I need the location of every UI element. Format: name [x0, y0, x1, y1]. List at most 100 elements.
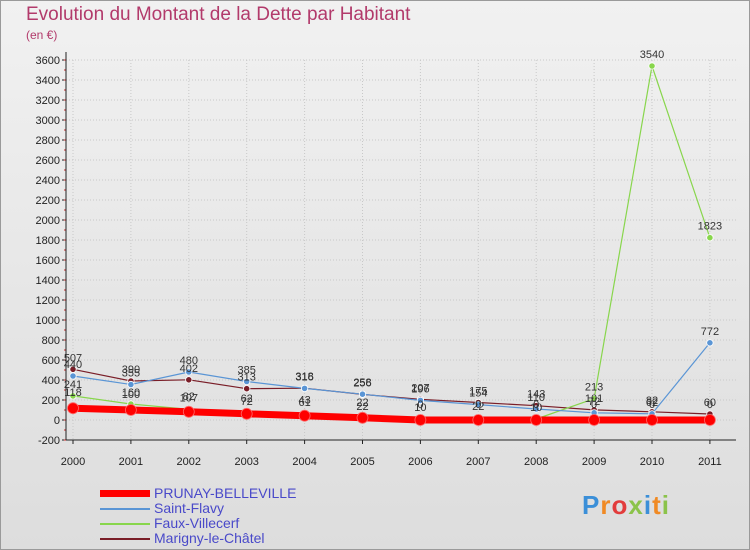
y-tick-label: 3200: [36, 95, 60, 107]
logo-letter: i: [643, 490, 653, 520]
y-tick-label: 0: [54, 415, 60, 427]
data-label: 61: [298, 397, 310, 409]
data-label: 355: [122, 368, 140, 380]
data-point: [69, 372, 77, 380]
y-tick-label: 3400: [36, 75, 60, 87]
data-point: [67, 402, 79, 415]
data-label: 313: [238, 372, 256, 384]
y-tick-label: 2400: [36, 175, 60, 187]
x-tick-label: 2009: [582, 456, 606, 468]
unit-label: (en €): [26, 28, 58, 42]
data-label: 110: [527, 392, 545, 404]
data-label: 143: [527, 389, 545, 401]
y-tick-label: 1000: [36, 315, 60, 327]
legend-label: Saint-Flavy: [154, 500, 225, 516]
data-point: [185, 376, 193, 384]
data-point: [240, 407, 253, 420]
data-label: 0: [707, 399, 713, 411]
data-point: [356, 411, 369, 424]
data-label: 82: [183, 391, 195, 403]
logo-letter: x: [628, 490, 644, 520]
logo-letter: r: [600, 490, 612, 520]
y-tick-label: 3000: [36, 115, 60, 127]
data-label: 100: [122, 389, 140, 401]
data-label: 207: [411, 382, 429, 394]
x-tick-label: 2007: [466, 456, 490, 468]
logo-letter: o: [611, 490, 629, 520]
logo-letter: t: [652, 490, 662, 520]
data-label: 0: [533, 399, 539, 411]
x-tick-label: 2000: [61, 456, 85, 468]
chart-title: Evolution du Montant de la Dette par Hab…: [26, 4, 411, 25]
series-line-2: [72, 65, 711, 420]
data-label: 772: [701, 326, 719, 338]
legend-swatch: [100, 523, 150, 525]
data-label: 22: [356, 397, 368, 409]
data-label: 160: [122, 387, 140, 399]
data-label: 154: [469, 388, 487, 400]
data-point: [127, 380, 135, 389]
data-point: [243, 385, 251, 393]
series-line-0: [69, 404, 714, 424]
y-tick-label: 2600: [36, 155, 60, 167]
legend-label: PRUNAY-BELLEVILLE: [154, 485, 297, 501]
data-label: 175: [469, 386, 487, 398]
x-tick-label: 2002: [177, 456, 201, 468]
data-label: 72: [241, 396, 253, 408]
proxiti-logo: Proxiti: [582, 490, 670, 521]
data-label: 0: [591, 399, 597, 411]
x-tick-label: 2003: [234, 456, 258, 468]
x-tick-label: 2011: [698, 456, 722, 468]
data-label: 107: [180, 392, 198, 404]
legend-label: Faux-Villecerf: [154, 515, 240, 531]
data-point: [298, 409, 311, 422]
legend-swatch: [100, 508, 150, 510]
data-label: 402: [180, 363, 198, 375]
legend-swatch: [100, 538, 150, 540]
data-label: 1823: [698, 221, 722, 233]
data-label: 0: [475, 399, 481, 411]
data-label: 213: [585, 382, 603, 394]
data-label: 507: [64, 352, 82, 364]
y-tick-label: 600: [42, 355, 60, 367]
legend-label: Marigny-le-Châtel: [154, 530, 265, 546]
y-tick-label: 2800: [36, 135, 60, 147]
plot-area: [66, 60, 736, 440]
data-label: 390: [122, 364, 140, 376]
data-label: 10: [530, 402, 542, 414]
logo-letter: P: [582, 490, 601, 520]
y-tick-label: 3600: [36, 55, 60, 67]
data-point: [416, 396, 424, 404]
data-point: [69, 392, 77, 400]
data-label: 0: [649, 399, 655, 411]
logo-letter: i: [661, 490, 670, 520]
data-point: [530, 414, 543, 426]
data-label: 3540: [640, 49, 664, 61]
data-label: 241: [64, 379, 82, 391]
data-label: 118: [64, 387, 82, 399]
data-label: 62: [241, 393, 253, 405]
data-label: 258: [353, 377, 371, 389]
data-label: 0: [417, 399, 423, 411]
data-label: 318: [295, 371, 313, 383]
data-label: 10: [414, 402, 426, 414]
data-label: 385: [238, 365, 256, 377]
data-label: 316: [295, 371, 313, 383]
data-point: [588, 414, 600, 426]
x-tick-label: 2005: [350, 456, 374, 468]
data-label: 60: [704, 397, 716, 409]
y-tick-label: 400: [42, 375, 60, 387]
data-label: 43: [298, 395, 310, 407]
y-tick-label: 2000: [36, 215, 60, 227]
data-label: 62: [646, 397, 658, 409]
data-label: 82: [646, 395, 658, 407]
x-tick-label: 2001: [119, 456, 143, 468]
data-point: [648, 62, 656, 70]
y-tick-label: 1400: [36, 275, 60, 287]
data-point: [358, 390, 367, 398]
x-tick-label: 2006: [408, 456, 432, 468]
data-label: 480: [180, 355, 198, 367]
data-point: [532, 405, 540, 413]
